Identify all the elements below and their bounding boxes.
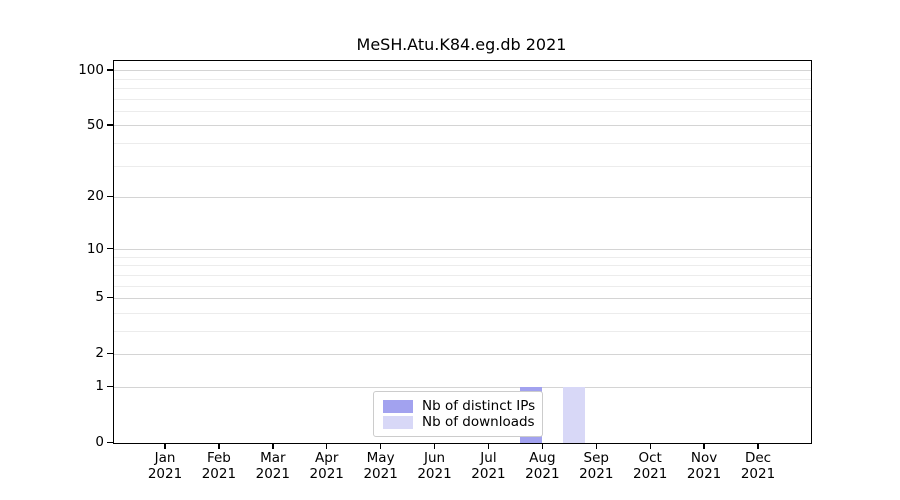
x-tick-mark-oct: [649, 443, 651, 449]
y-tick-label-5: 5: [95, 289, 104, 306]
y-tick-mark-0: [107, 441, 113, 443]
gridline-minor-3: [114, 330, 811, 332]
x-tick-label-feb: Feb 2021: [201, 450, 237, 482]
legend-swatch-downloads: [383, 415, 413, 429]
x-tick-label-nov: Nov 2021: [686, 450, 722, 482]
x-tick-label-sep: Sep 2021: [579, 450, 614, 482]
legend-label-distinct-ips: Nb of distinct IPs: [422, 398, 536, 414]
x-tick-label-aug: Aug 2021: [525, 450, 560, 482]
bar-nb-of-downloads-aug: [563, 387, 585, 443]
x-tick-mark-may: [380, 443, 382, 449]
x-tick-label-jan: Jan 2021: [147, 450, 183, 482]
plot-area: [113, 60, 812, 444]
gridline-major-20: [114, 196, 811, 198]
legend-label-downloads: Nb of downloads: [422, 414, 535, 430]
legend: Nb of distinct IPs Nb of downloads: [373, 391, 543, 437]
gridline-major-5: [114, 297, 811, 299]
gridline-minor-30: [114, 165, 811, 167]
x-tick-mark-feb: [218, 443, 220, 449]
gridline-major-1: [114, 386, 811, 388]
gridline-minor-40: [114, 142, 811, 144]
y-tick-mark-50: [107, 124, 113, 126]
y-tick-mark-10: [107, 248, 113, 250]
x-tick-label-jun: Jun 2021: [417, 450, 452, 482]
gridline-minor-9: [114, 256, 811, 258]
x-tick-mark-sep: [595, 443, 597, 449]
gridline-minor-8: [114, 265, 811, 267]
y-tick-mark-2: [107, 352, 113, 355]
gridline-major-2: [114, 353, 811, 355]
x-tick-label-jul: Jul 2021: [471, 450, 506, 482]
x-tick-mark-apr: [326, 443, 328, 449]
x-tick-label-oct: Oct 2021: [632, 450, 668, 482]
x-tick-mark-jun: [433, 443, 436, 449]
y-tick-label-100: 100: [78, 61, 104, 78]
x-tick-label-apr: Apr 2021: [309, 450, 344, 482]
gridline-major-100: [114, 70, 811, 72]
y-tick-label-0: 0: [95, 434, 104, 450]
gridline-minor-60: [114, 110, 811, 112]
y-tick-label-50: 50: [86, 116, 104, 133]
x-tick-mark-jul: [487, 443, 490, 449]
x-tick-mark-mar: [272, 443, 274, 449]
chart-title: MeSH.Atu.K84.eg.db 2021: [356, 35, 567, 54]
legend-swatch-distinct-ips: [383, 399, 413, 413]
gridline-minor-90: [114, 78, 811, 80]
gridline-minor-7: [114, 274, 811, 276]
x-tick-label-mar: Mar 2021: [255, 450, 290, 482]
gridline-minor-80: [114, 88, 811, 90]
legend-item-distinct-ips: Nb of distinct IPs: [383, 398, 536, 414]
y-tick-label-20: 20: [86, 188, 104, 205]
x-tick-mark-dec: [757, 443, 759, 449]
gridline-minor-70: [114, 98, 811, 100]
y-tick-mark-20: [107, 195, 113, 198]
gridline-minor-6: [114, 285, 811, 287]
y-tick-mark-100: [107, 69, 113, 71]
x-tick-mark-aug: [541, 443, 544, 449]
gridline-major-10: [114, 249, 811, 251]
x-tick-label-dec: Dec 2021: [740, 450, 776, 482]
x-tick-mark-jan: [164, 443, 166, 449]
x-tick-mark-nov: [703, 443, 705, 449]
gridline-major-50: [114, 125, 811, 127]
y-tick-label-1: 1: [95, 378, 104, 395]
y-tick-label-10: 10: [86, 240, 104, 257]
y-tick-mark-5: [107, 296, 113, 299]
y-tick-mark-1: [107, 385, 113, 387]
gridline-minor-4: [114, 312, 811, 314]
legend-item-downloads: Nb of downloads: [383, 414, 535, 430]
y-tick-label-2: 2: [95, 345, 104, 362]
x-tick-label-may: May 2021: [363, 450, 398, 482]
